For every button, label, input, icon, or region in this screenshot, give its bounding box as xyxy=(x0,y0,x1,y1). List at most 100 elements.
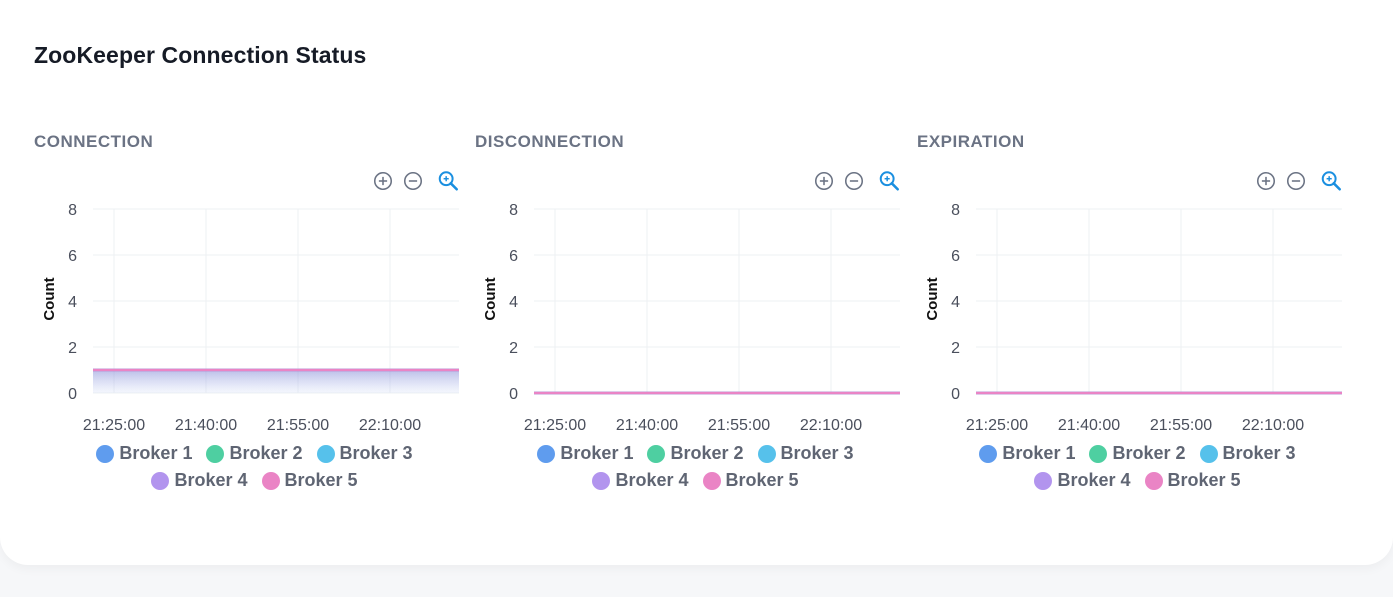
legend-label: Broker 2 xyxy=(670,443,744,463)
chart-svg: 0 2 4 6 8 21:25:00 21:40:00 21:55:00 22:10:00 Cou… xyxy=(924,202,1342,434)
legend-dot xyxy=(979,444,998,463)
magnifier-zoom-icon[interactable] xyxy=(437,170,459,192)
legend-dot xyxy=(316,444,335,463)
chart-toolbar xyxy=(811,170,901,192)
y-tick-label: 2 xyxy=(951,340,960,357)
y-tick-label: 8 xyxy=(509,202,518,219)
plus-circle-icon[interactable] xyxy=(1255,170,1277,192)
legend-item-broker-4[interactable]: Broker 4 xyxy=(592,470,689,491)
zookeeper-status-card: ZooKeeper Connection Status CONNECTION 0… xyxy=(34,42,1358,500)
legend-item-broker-2[interactable]: Broker 2 xyxy=(647,443,744,464)
legend-label: Broker 1 xyxy=(1002,443,1076,463)
x-tick-label: 22:10:00 xyxy=(359,417,421,434)
legend-item-broker-1[interactable]: Broker 1 xyxy=(979,443,1075,464)
legend-item-broker-1[interactable]: Broker 1 xyxy=(96,443,192,464)
y-tick-label: 4 xyxy=(68,294,77,311)
legend-row: Broker 4 Broker 5 xyxy=(917,467,1358,494)
legend-dot xyxy=(1089,444,1108,463)
disconnection-panel: DISCONNECTION 0 2 4 6 8 21:25:00 21:40:00 21:55… xyxy=(475,120,916,500)
y-tick-label: 6 xyxy=(951,248,960,265)
legend-item-broker-5[interactable]: Broker 5 xyxy=(702,470,799,491)
legend-label: Broker 3 xyxy=(780,443,854,463)
chart-toolbar xyxy=(1253,170,1343,192)
chart-svg: 0 2 4 6 8 21:25:00 21:40:00 21:55:00 22:10:00 Cou… xyxy=(482,202,900,434)
legend-label: Broker 1 xyxy=(119,443,193,463)
y-tick-label: 4 xyxy=(509,294,518,311)
y-tick-label: 6 xyxy=(509,248,518,265)
legend-item-broker-4[interactable]: Broker 4 xyxy=(1034,470,1131,491)
legend-label: Broker 5 xyxy=(1167,470,1241,490)
x-tick-label: 21:55:00 xyxy=(708,417,770,434)
legend-label: Broker 3 xyxy=(339,443,413,463)
legend-dot xyxy=(702,471,721,490)
legend-label: Broker 4 xyxy=(615,470,689,490)
legend-dot xyxy=(261,471,280,490)
legend-row: Broker 4 Broker 5 xyxy=(34,467,475,494)
legend-item-broker-3[interactable]: Broker 3 xyxy=(757,443,854,464)
x-tick-label: 21:40:00 xyxy=(175,417,237,434)
x-tick-label: 21:55:00 xyxy=(1150,417,1212,434)
legend-label: Broker 1 xyxy=(560,443,634,463)
x-tick-label: 21:55:00 xyxy=(267,417,329,434)
legend-dot xyxy=(206,444,225,463)
legend-label: Broker 5 xyxy=(725,470,799,490)
legend-label: Broker 4 xyxy=(1057,470,1131,490)
chart-legend: Broker 1 Broker 2 Broker 3 Broker 4 Broker 5 xyxy=(917,440,1358,494)
expiration-panel: EXPIRATION 0 2 4 6 8 21:25:00 21:40:00 21:55:00… xyxy=(917,120,1358,500)
y-tick-label: 2 xyxy=(509,340,518,357)
legend-item-broker-3[interactable]: Broker 3 xyxy=(1199,443,1296,464)
legend-item-broker-1[interactable]: Broker 1 xyxy=(537,443,633,464)
x-tick-label: 22:10:00 xyxy=(1242,417,1304,434)
panel-title: EXPIRATION xyxy=(917,132,1025,151)
y-tick-label: 2 xyxy=(68,340,77,357)
legend-item-broker-5[interactable]: Broker 5 xyxy=(261,470,358,491)
legend-item-broker-3[interactable]: Broker 3 xyxy=(316,443,413,464)
panel-title: DISCONNECTION xyxy=(475,132,625,151)
magnifier-zoom-icon[interactable] xyxy=(1320,170,1342,192)
chart-toolbar xyxy=(370,170,460,192)
x-tick-label: 21:40:00 xyxy=(616,417,678,434)
legend-item-broker-2[interactable]: Broker 2 xyxy=(206,443,303,464)
y-tick-label: 4 xyxy=(951,294,960,311)
legend-dot xyxy=(592,471,611,490)
y-axis-label: Count xyxy=(924,277,941,320)
plus-circle-icon[interactable] xyxy=(813,170,835,192)
legend-row: Broker 1 Broker 2 Broker 3 xyxy=(34,440,475,467)
legend-dot xyxy=(537,444,556,463)
chart-legend: Broker 1 Broker 2 Broker 3 Broker 4 Broker 5 xyxy=(475,440,916,494)
plus-circle-icon[interactable] xyxy=(372,170,394,192)
legend-item-broker-4[interactable]: Broker 4 xyxy=(151,470,248,491)
y-axis-label: Count xyxy=(41,277,58,320)
y-tick-label: 0 xyxy=(951,386,960,403)
minus-circle-icon[interactable] xyxy=(402,170,424,192)
x-tick-label: 22:10:00 xyxy=(800,417,862,434)
chart-svg: 0 2 4 6 8 21:25:00 21:40:00 21:55:00 22:10:00 Cou… xyxy=(41,202,459,434)
minus-circle-icon[interactable] xyxy=(843,170,865,192)
magnifier-zoom-icon[interactable] xyxy=(878,170,900,192)
legend-dot xyxy=(757,444,776,463)
chart-legend: Broker 1 Broker 2 Broker 3 Broker 4 Broker 5 xyxy=(34,440,475,494)
y-axis-label: Count xyxy=(482,277,499,320)
legend-row: Broker 1 Broker 2 Broker 3 xyxy=(475,440,916,467)
legend-row: Broker 4 Broker 5 xyxy=(475,467,916,494)
legend-label: Broker 3 xyxy=(1222,443,1296,463)
x-tick-label: 21:25:00 xyxy=(966,417,1028,434)
connection-panel: CONNECTION 0 2 4 6 8 21:25:00 21:40:00 21:55:00… xyxy=(34,120,475,500)
y-tick-label: 8 xyxy=(68,202,77,219)
y-tick-label: 8 xyxy=(951,202,960,219)
minus-circle-icon[interactable] xyxy=(1285,170,1307,192)
legend-item-broker-2[interactable]: Broker 2 xyxy=(1089,443,1186,464)
y-tick-label: 6 xyxy=(68,248,77,265)
legend-row: Broker 1 Broker 2 Broker 3 xyxy=(917,440,1358,467)
legend-label: Broker 2 xyxy=(1112,443,1186,463)
legend-item-broker-5[interactable]: Broker 5 xyxy=(1144,470,1241,491)
legend-dot xyxy=(1034,471,1053,490)
legend-label: Broker 5 xyxy=(284,470,358,490)
x-tick-label: 21:25:00 xyxy=(83,417,145,434)
legend-dot xyxy=(647,444,666,463)
y-tick-label: 0 xyxy=(68,386,77,403)
legend-label: Broker 4 xyxy=(174,470,248,490)
legend-label: Broker 2 xyxy=(229,443,303,463)
card-title: ZooKeeper Connection Status xyxy=(34,42,367,68)
legend-dot xyxy=(96,444,115,463)
